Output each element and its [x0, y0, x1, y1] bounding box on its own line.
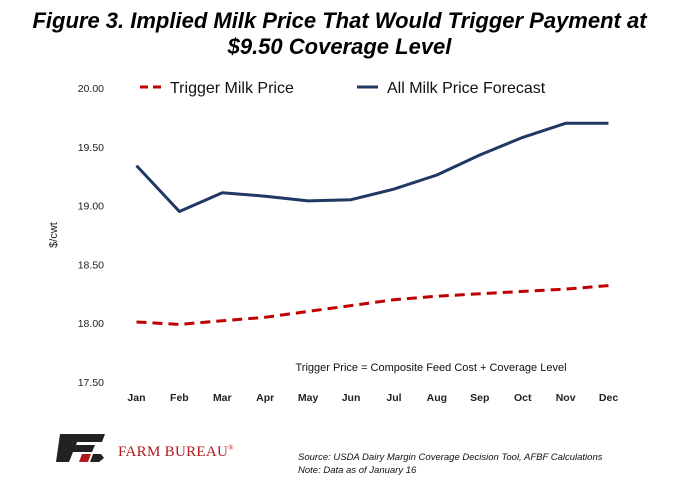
series-line-2 [135, 121, 609, 213]
farm-bureau-logo-icon [56, 434, 105, 462]
x-tick-label: Mar [213, 392, 232, 404]
chart-annotation: Trigger Price = Composite Feed Cost + Co… [295, 362, 566, 374]
chart-title-line-2: $9.50 Coverage Level [227, 34, 452, 59]
x-tick-label: Apr [256, 392, 274, 404]
x-tick-label: Nov [556, 392, 576, 404]
x-tick-label: Oct [514, 392, 532, 404]
x-tick-label: Aug [427, 392, 447, 404]
footnote-source: Source: USDA Dairy Margin Coverage Decis… [298, 452, 603, 463]
chart-title-line-1: Figure 3. Implied Milk Price That Would … [32, 8, 647, 33]
y-tick-label: 19.00 [78, 201, 104, 213]
footnote-note: Note: Data as of January 16 [298, 465, 417, 476]
y-tick-label: 19.50 [78, 142, 104, 154]
y-tick-label: 18.50 [78, 259, 104, 271]
y-tick-label: 17.50 [78, 377, 104, 389]
line-chart: 17.50 18.00 18.50 19.00 19.50 20.00 $/cwt Jan Fe… [48, 80, 618, 404]
y-axis-label: $/cwt [48, 222, 60, 248]
registered-mark: ® [228, 444, 234, 452]
x-tick-label: Jun [342, 392, 361, 404]
brand-name-text: FARM BUREAU [118, 444, 229, 460]
y-tick-label: 18.00 [78, 318, 104, 330]
y-tick-label: 20.00 [78, 83, 104, 95]
x-tick-label: Dec [599, 392, 618, 404]
legend-label-1: Trigger Milk Price [170, 80, 294, 97]
x-tick-label: Feb [170, 392, 189, 404]
legend-label-2: All Milk Price Forecast [387, 80, 546, 97]
x-tick-label: Sep [470, 392, 489, 404]
x-tick-label: Jul [386, 392, 401, 404]
footnote: Source: USDA Dairy Margin Coverage Decis… [298, 451, 602, 477]
x-tick-label: May [298, 392, 319, 404]
series-line-1 [136, 284, 609, 326]
brand-name: FARM BUREAU® [118, 444, 234, 461]
chart-title: Figure 3. Implied Milk Price That Would … [0, 8, 679, 60]
x-tick-label: Jan [127, 392, 145, 404]
